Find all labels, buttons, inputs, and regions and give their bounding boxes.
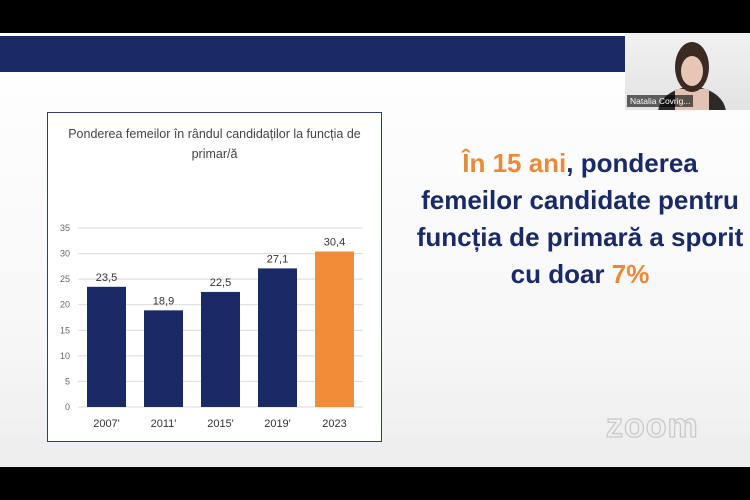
- bar: [258, 268, 297, 407]
- y-tick-label: 0: [65, 402, 70, 412]
- x-tick-label: 2015': [207, 418, 234, 430]
- data-label: 27,1: [267, 253, 288, 265]
- data-label: 30,4: [324, 237, 345, 249]
- x-tick-label: 2019': [264, 418, 291, 430]
- x-tick-label: 2023: [322, 418, 346, 430]
- chart-title: Ponderea femeilor în rândul candidaților…: [68, 127, 361, 161]
- y-tick-label: 5: [65, 376, 70, 386]
- zoom-logo-watermark: zoom: [605, 406, 699, 445]
- chart-plot: 0 5 10 15 20 25 30 35 23,5 2007' 18,9 2011' 22,5 2015…: [60, 223, 363, 430]
- data-label: 18,9: [153, 295, 174, 307]
- headline-text: , ponderea femeilor candidate pentru fun…: [416, 148, 744, 289]
- x-tick-label: 2011': [151, 418, 177, 430]
- bar: [201, 291, 240, 407]
- x-tick-label: 2007': [93, 418, 120, 430]
- data-label: 23,5: [96, 272, 117, 284]
- bar: [87, 286, 126, 407]
- y-tick-label: 25: [60, 274, 70, 284]
- y-tick-label: 30: [60, 249, 70, 259]
- bar: [315, 251, 354, 407]
- slide-headline: În 15 ani, ponderea femeilor candidate p…: [415, 145, 745, 293]
- headline-highlight-years: În 15 ani: [462, 148, 567, 178]
- y-tick-label: 15: [60, 325, 70, 335]
- y-tick-label: 35: [60, 223, 70, 233]
- y-tick-label: 10: [60, 351, 70, 361]
- participant-name-label: Natalia Covrig...: [627, 95, 694, 107]
- slide-header-banner: [0, 36, 625, 72]
- headline-highlight-percent: 7%: [611, 259, 650, 289]
- bar: [144, 310, 183, 407]
- participant-video-tile[interactable]: Natalia Covrig...: [625, 33, 750, 110]
- y-tick-label: 20: [60, 300, 70, 310]
- data-label: 22,5: [210, 277, 231, 289]
- bar-chart: Ponderea femeilor în rândul candidaților…: [47, 112, 382, 442]
